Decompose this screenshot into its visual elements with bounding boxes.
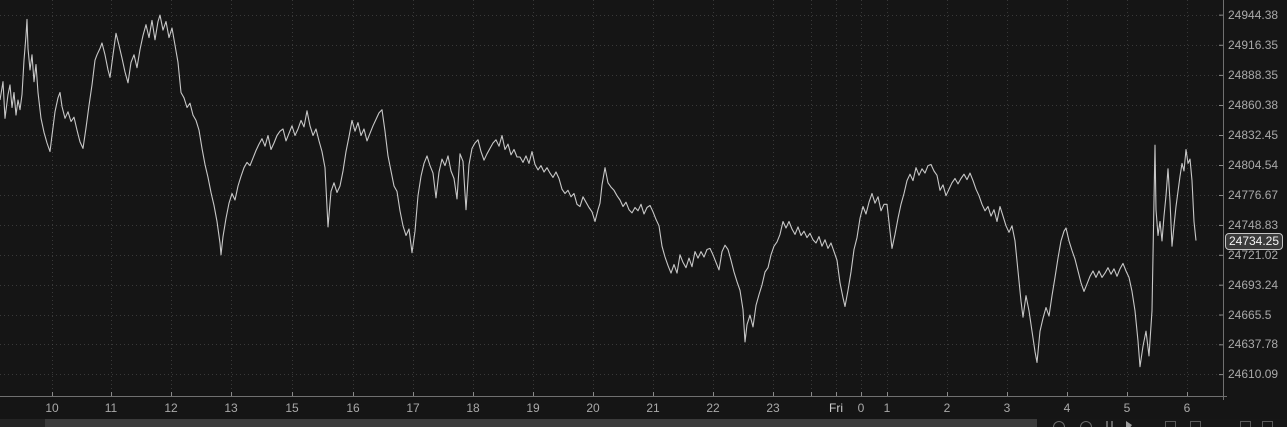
horizontal-scrollbar[interactable] [45, 419, 1037, 427]
x-axis-label: 15 [285, 401, 299, 415]
x-axis-label: 18 [466, 401, 480, 415]
cursor-icon[interactable] [1126, 421, 1132, 427]
x-axis-label: 22 [706, 401, 720, 415]
x-axis-label: 12 [164, 401, 178, 415]
x-axis-label: 2 [943, 401, 951, 415]
chart-style-icon[interactable] [1165, 421, 1176, 427]
y-axis-label: 24610.09 [1228, 367, 1279, 382]
x-axis-label: 1 [883, 401, 891, 415]
x-axis-label: 17 [406, 401, 420, 415]
x-axis-label: 6 [1183, 401, 1191, 415]
x-axis-label: 21 [646, 401, 660, 415]
interval-icon[interactable] [1106, 421, 1108, 427]
camera-icon[interactable] [1053, 421, 1065, 427]
y-axis-label: 24665.5 [1228, 307, 1272, 322]
y-axis-label: 24860.38 [1228, 97, 1279, 112]
y-axis-label: 24804.54 [1228, 158, 1279, 172]
x-axis-label: 0 [857, 401, 865, 415]
y-axis-label: 24944.38 [1228, 7, 1279, 22]
drawing-tool-icon[interactable] [1190, 421, 1201, 427]
x-axis-label: 3 [1003, 401, 1011, 415]
expand-icon[interactable] [1262, 421, 1273, 427]
x-axis-label: Fri [829, 401, 843, 415]
x-axis-label: 13 [224, 401, 238, 415]
x-axis-label: 20 [586, 401, 600, 415]
price-line [0, 14, 1197, 368]
y-axis-label: 24916.35 [1228, 37, 1279, 52]
scrollbar-track[interactable] [0, 419, 45, 427]
interval-icon-2[interactable] [1111, 421, 1113, 427]
y-axis-label: 24721.02 [1228, 247, 1279, 262]
y-axis-label: 24637.78 [1228, 337, 1279, 352]
clock-icon[interactable] [1080, 421, 1092, 427]
y-axis-label: 24776.67 [1228, 187, 1279, 202]
x-axis-label: 5 [1123, 401, 1131, 415]
x-axis-label: 16 [346, 401, 360, 415]
x-axis-label: 11 [104, 401, 118, 415]
y-axis-label: 24748.83 [1228, 217, 1279, 232]
bottom-bar [0, 419, 1287, 427]
x-axis-label: 4 [1063, 401, 1071, 415]
clipped-toolbar [1040, 419, 1287, 427]
x-axis-label: 23 [766, 401, 780, 415]
y-axis-label: 24693.24 [1228, 277, 1279, 292]
x-axis-label: 19 [526, 401, 540, 415]
last-price-label: 24734.25 [1225, 232, 1283, 250]
settings-icon[interactable] [1240, 421, 1251, 427]
x-axis-label: 10 [45, 401, 59, 415]
y-axis-label: 24888.35 [1228, 67, 1279, 82]
y-axis-label: 24832.45 [1228, 128, 1279, 142]
